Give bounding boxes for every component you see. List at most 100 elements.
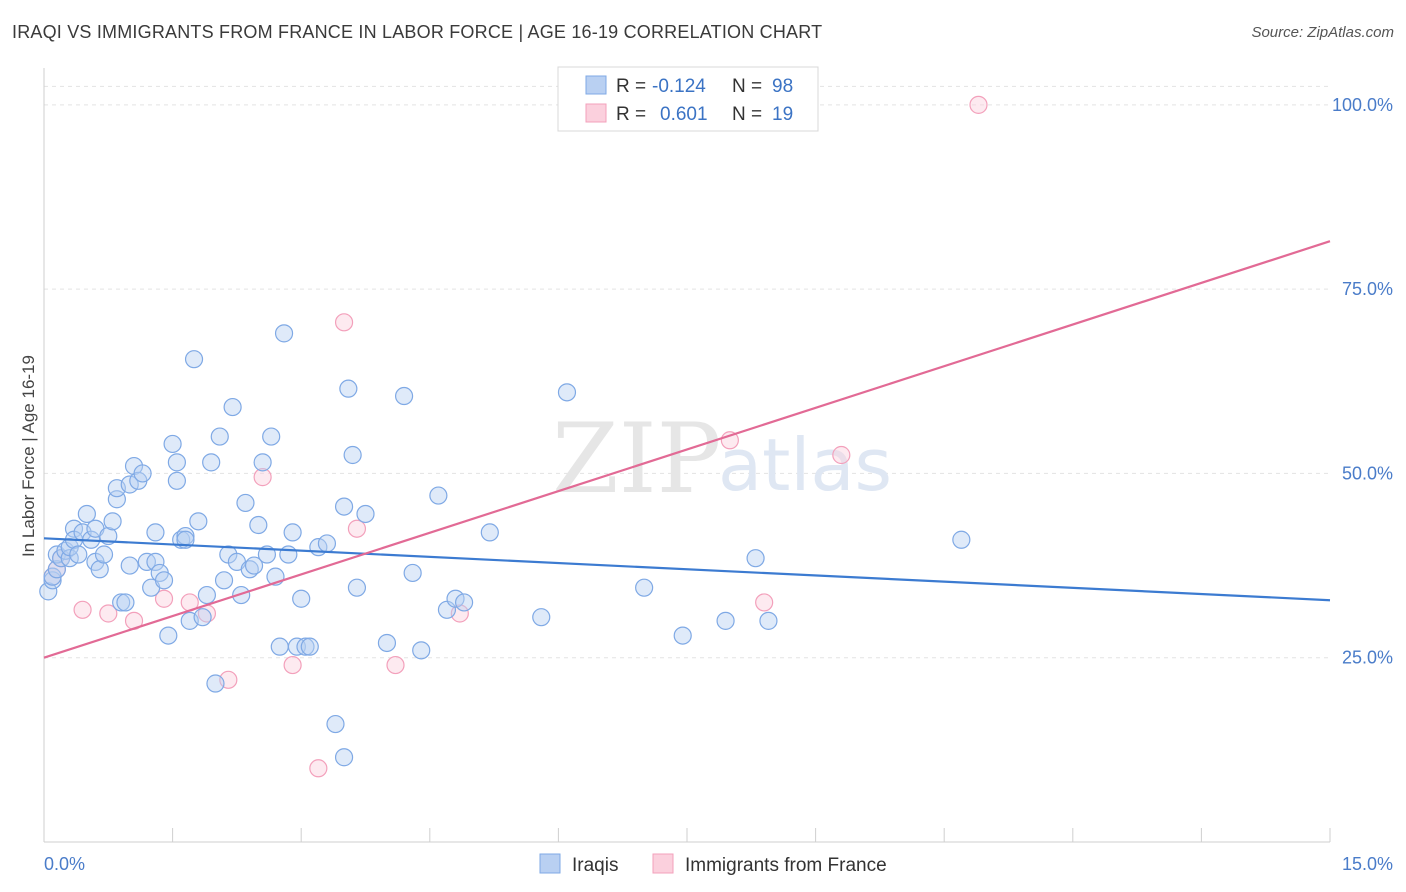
iraqis-point [673,626,692,645]
iraqis-point [394,386,414,406]
iraqis-point [193,608,212,627]
iraqis-point [334,748,354,767]
iraqis-point [232,585,251,605]
iraqis-point [532,608,551,627]
iraqis-point [300,637,319,656]
france-point [347,519,367,538]
iraqis-point [262,427,281,446]
iraqis-point [249,515,268,535]
iraqis-point [952,530,971,549]
iraqis-point [167,453,186,472]
y-tick-labels: 25.0% 50.0% 75.0% 100.0% [1332,95,1393,668]
y-tick-label-25: 25.0% [1342,648,1393,668]
iraqis-point [326,714,345,734]
legend-r-label-1: R = [616,76,646,97]
legend-r-label-2: R = [616,104,646,125]
legend-swatch-france [585,103,607,123]
iraqis-point [270,637,289,656]
france-point [334,313,354,332]
watermark-zip: ZIP [552,403,721,515]
iraqis-point [279,545,298,564]
source-label: Source: ZipAtlas.com [1251,24,1394,41]
y-tick-label-50: 50.0% [1342,463,1393,483]
bottom-legend-label-iraqis: Iraqis [572,855,618,876]
france-point [154,589,174,608]
iraqis-point [746,549,765,568]
iraqis-point [184,350,204,369]
iraqis-point [197,585,216,605]
iraqis-point [343,445,362,465]
legend-n-value-2: 19 [772,104,793,125]
iraqis-point [403,563,422,583]
iraqis-point [347,578,367,597]
x-tick-marks [43,828,1331,842]
trend-line-france [43,240,1331,659]
iraqis-point [223,397,242,417]
france-point [969,95,988,114]
x-tick-label-max: 15.0% [1342,854,1393,874]
iraqis-point [167,471,186,490]
france-point [73,600,92,619]
gridlines [44,85,1330,659]
iraqis-point [112,593,131,612]
y-axis-label: In Labor Force | Age 16-19 [19,355,38,557]
x-tick-label-min: 0.0% [44,854,85,874]
iraqis-point [210,427,229,446]
iraqis-point [163,434,182,454]
iraqis-point [77,504,96,524]
iraqis-point [635,578,654,597]
legend-n-label-1: N = [732,76,762,97]
france-point [283,655,302,675]
chart-title: IRAQI VS IMMIGRANTS FROM FRANCE IN LABOR… [12,22,823,42]
iraqis-point [47,560,66,579]
iraqis-point [159,626,178,645]
france-point [386,655,405,675]
iraqis-point [90,560,109,579]
iraqis-point [557,383,577,402]
france-point [309,759,328,778]
iraqis-point [214,571,234,590]
iraqis-point [236,493,255,513]
iraqis-point [454,593,474,612]
legend-r-value-2: 0.601 [660,104,708,125]
watermark: ZIP atlas [552,403,892,515]
france-point [755,593,774,612]
iraqis-point [253,453,272,472]
iraqis-point [317,534,337,553]
legend-n-value-1: 98 [772,76,793,97]
iraqis-point [339,379,358,398]
iraqis-point [202,453,221,472]
iraqis-point [146,552,165,571]
iraqis-point [274,324,294,343]
legend-r-value-1: -0.124 [652,76,706,97]
iraqis-point [283,523,302,542]
watermark-atlas: atlas [718,423,892,507]
iraqis-point [296,637,315,656]
iraqis-point [334,497,354,516]
iraqis-point [133,464,152,483]
iraqis-point [244,556,264,575]
iraqis-point [429,486,448,505]
iraqis-point [716,611,735,630]
iraqis-point [480,523,499,542]
iraqis-point [103,512,122,531]
series-iraqis-points [39,324,971,767]
bottom-legend-swatch-france [652,853,674,874]
iraqis-point [94,545,114,564]
bottom-legend-swatch-iraqis [539,853,561,874]
legend: R = -0.124 N = 98 R = 0.601 N = 19 [557,66,819,132]
iraqis-point [356,504,375,524]
iraqis-point [69,545,88,564]
iraqis-point [146,523,165,542]
bottom-legend: Iraqis Immigrants from France [539,853,887,876]
y-tick-label-100: 100.0% [1332,95,1393,115]
legend-swatch-iraqis [585,75,607,95]
legend-n-label-2: N = [732,104,762,125]
france-point [253,468,272,487]
iraqis-point [412,641,431,660]
iraqis-point [759,611,778,630]
france-point [832,445,851,465]
iraqis-point [120,556,139,575]
iraqis-point [377,633,397,653]
